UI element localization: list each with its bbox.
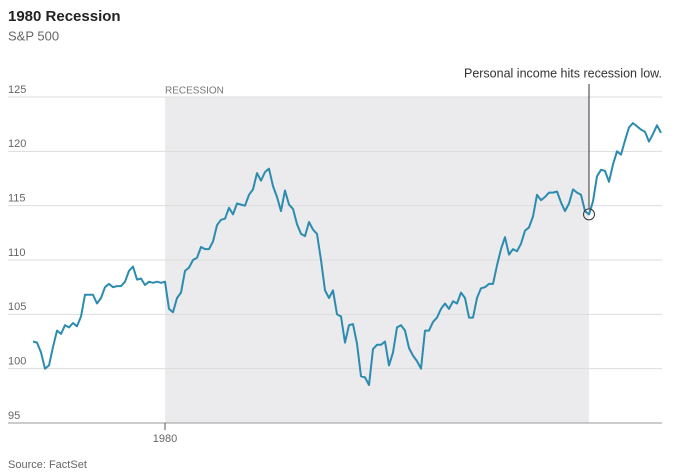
y-tick-label: 120 bbox=[8, 138, 26, 150]
y-tick-label: 125 bbox=[8, 84, 26, 96]
y-tick-label: 95 bbox=[8, 410, 20, 422]
source: Source: FactSet bbox=[8, 459, 87, 471]
y-tick-label: 105 bbox=[8, 301, 26, 313]
annotation-text: Personal income hits recession low. bbox=[464, 66, 662, 80]
x-tick-label: 1980 bbox=[153, 433, 177, 445]
chart-title: 1980 Recession bbox=[8, 8, 121, 25]
line bbox=[32, 122, 662, 386]
chart-subtitle: S&P 500 bbox=[8, 28, 59, 43]
y-tick-label: 110 bbox=[8, 247, 26, 259]
y-tick-label: 115 bbox=[8, 193, 26, 205]
y-tick-label: 100 bbox=[8, 356, 26, 368]
recession-label: RECESSION bbox=[165, 86, 224, 97]
annotation-marker bbox=[583, 208, 595, 221]
